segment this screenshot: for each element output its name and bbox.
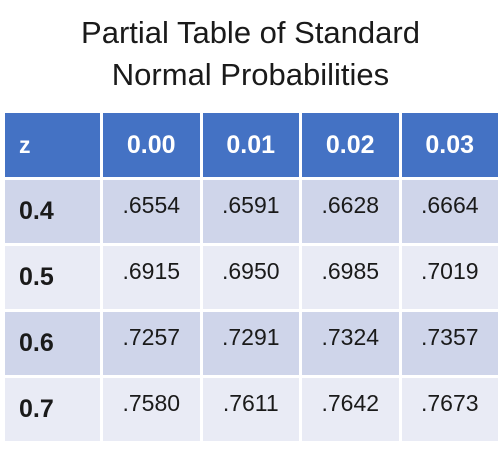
table-row: 0.4 .6554 .6591 .6628 .6664 [2, 177, 501, 246]
normal-probability-table: z 0.00 0.01 0.02 0.03 0.4 .6554 .6591 .6… [2, 110, 501, 444]
header-col-0-00: 0.00 [100, 110, 203, 180]
probability-cell: .6664 [398, 177, 501, 246]
title-line-1: Partial Table of Standard [81, 15, 420, 50]
probability-cell: .6628 [299, 177, 402, 246]
row-z-value: 0.4 [2, 177, 103, 246]
header-col-0-03: 0.03 [398, 110, 501, 180]
header-z: z [2, 110, 103, 180]
probability-cell: .7357 [398, 309, 501, 378]
table-row: 0.6 .7257 .7291 .7324 .7357 [2, 309, 501, 378]
table-row: 0.5 .6915 .6950 .6985 .7019 [2, 243, 501, 312]
row-z-value: 0.5 [2, 243, 103, 312]
row-z-value: 0.7 [2, 375, 103, 444]
table-header: z 0.00 0.01 0.02 0.03 [2, 110, 501, 180]
probability-cell: .7257 [100, 309, 203, 378]
probability-cell: .7324 [299, 309, 402, 378]
probability-cell: .6915 [100, 243, 203, 312]
probability-cell: .6985 [299, 243, 402, 312]
probability-cell: .7291 [199, 309, 302, 378]
probability-cell: .6554 [100, 177, 203, 246]
probability-cell: .7611 [199, 375, 302, 444]
probability-cell: .7642 [299, 375, 402, 444]
probability-cell: .7580 [100, 375, 203, 444]
probability-cell: .6591 [199, 177, 302, 246]
table-body: 0.4 .6554 .6591 .6628 .6664 0.5 .6915 .6… [2, 177, 501, 444]
header-col-0-02: 0.02 [299, 110, 402, 180]
probability-cell: .6950 [199, 243, 302, 312]
row-z-value: 0.6 [2, 309, 103, 378]
page-title: Partial Table of Standard Normal Probabi… [0, 12, 501, 96]
title-line-2: Normal Probabilities [111, 57, 390, 92]
table-row: 0.7 .7580 .7611 .7642 .7673 [2, 375, 501, 444]
probability-cell: .7019 [398, 243, 501, 312]
header-row: z 0.00 0.01 0.02 0.03 [2, 110, 501, 180]
probability-cell: .7673 [398, 375, 501, 444]
header-col-0-01: 0.01 [199, 110, 302, 180]
